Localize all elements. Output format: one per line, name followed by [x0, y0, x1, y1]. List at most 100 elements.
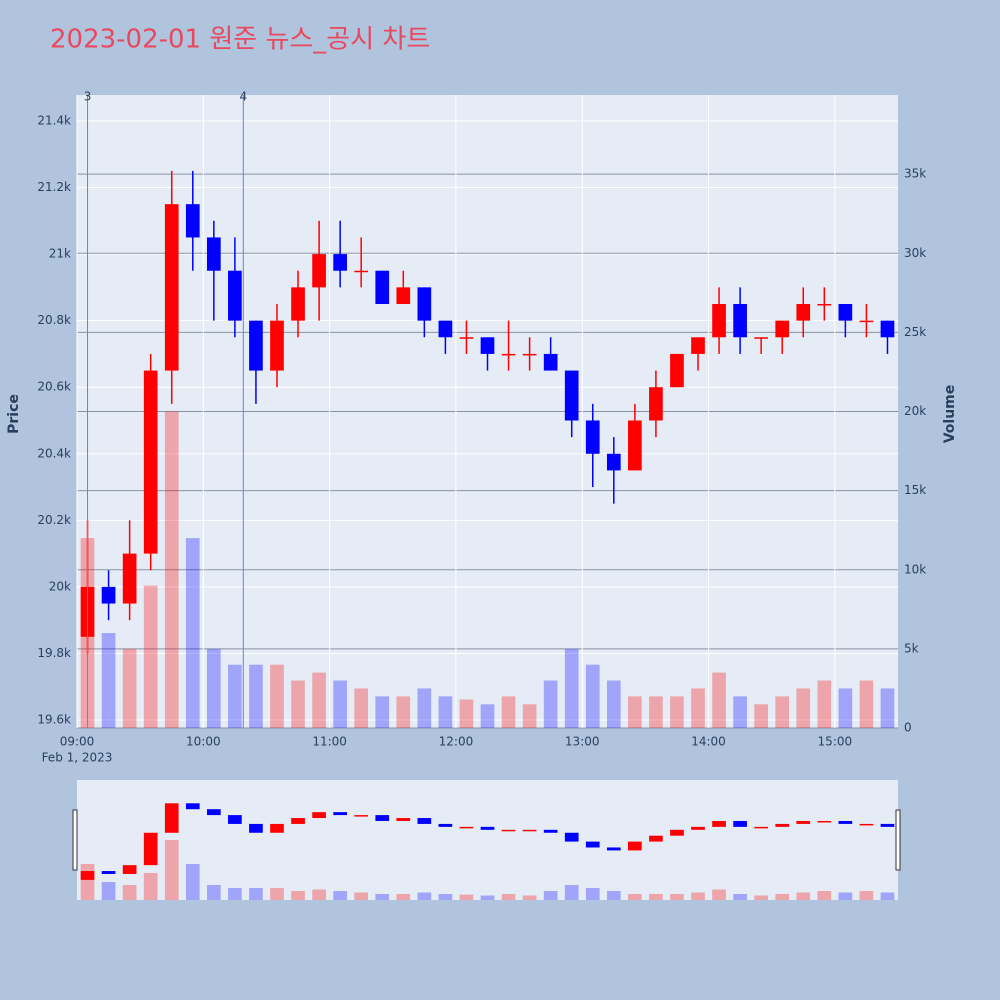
y2-tick-label: 35k: [904, 167, 926, 181]
volume-bar: [880, 688, 895, 728]
slider-candle: [417, 818, 432, 824]
volume-bar: [354, 688, 369, 728]
y-tick-label: 20.4k: [37, 446, 71, 460]
slider-volume-bar: [333, 891, 347, 900]
slider-volume-bar: [691, 892, 705, 900]
slider-candle: [880, 823, 895, 827]
volume-bar: [522, 704, 537, 728]
event-label: 4: [239, 90, 247, 104]
slider-volume-bar: [606, 891, 621, 900]
slider-candle: [585, 841, 600, 848]
candle-body: [628, 420, 642, 471]
y-tick-label: 19.6k: [37, 713, 71, 727]
slider-candle: [817, 820, 832, 823]
slider-volume-bar: [859, 891, 874, 900]
slider-candle: [164, 803, 179, 833]
volume-bar: [122, 648, 137, 728]
volume-bar: [396, 696, 411, 728]
slider-volume-bar: [480, 895, 495, 900]
candle-body: [417, 287, 432, 321]
slider-volume-bar: [164, 840, 179, 900]
volume-bar: [143, 585, 158, 728]
candle-body: [270, 320, 284, 371]
slider-volume-bar: [249, 888, 263, 900]
volume-bar: [712, 672, 726, 728]
slider-volume-bar: [733, 894, 747, 900]
candle-body: [459, 337, 474, 339]
slider-volume-bar: [417, 892, 432, 900]
slider-candle: [628, 841, 642, 851]
volume-bar: [480, 704, 495, 728]
slider-volume-bar: [543, 891, 558, 900]
volume-bar: [501, 696, 516, 728]
slider-volume-bar: [206, 885, 221, 900]
slider-volume-bar: [670, 894, 684, 900]
slider-volume-bar: [80, 864, 95, 900]
candle-body: [291, 287, 305, 321]
slider-volume-bar: [754, 895, 769, 900]
slider-volume-bar: [185, 864, 200, 900]
candle-body: [312, 254, 326, 288]
y2-tick-label: 20k: [904, 404, 926, 418]
candle-body: [775, 320, 790, 338]
slider-candle: [480, 826, 495, 830]
slider-candle: [206, 809, 221, 816]
volume-bar: [628, 696, 642, 728]
candle-body: [670, 353, 684, 388]
candle-body: [712, 304, 726, 338]
slider-candle: [796, 820, 811, 824]
slider-candle: [80, 871, 95, 880]
slider-volume-bar: [817, 891, 832, 900]
slider-candle: [712, 820, 726, 827]
candle-body: [838, 304, 853, 321]
slider-volume-bar: [122, 885, 137, 900]
x-tick-label: 12:00: [439, 735, 474, 749]
x-tick-label: 10:00: [186, 735, 221, 749]
slider-candle: [522, 829, 537, 832]
slider-handle[interactable]: [72, 809, 78, 871]
candle-body: [185, 204, 200, 238]
range-slider[interactable]: [77, 780, 898, 900]
y-tick-label: 21k: [49, 247, 71, 261]
slider-candle: [691, 826, 705, 830]
candle-body: [501, 353, 516, 356]
candle-body: [585, 420, 600, 454]
y-tick-label: 19.8k: [37, 646, 71, 660]
slider-volume-bar: [375, 894, 390, 900]
y-tick-label: 21.4k: [37, 113, 71, 127]
slider-candle: [754, 826, 769, 829]
slider-candle: [564, 832, 579, 842]
volume-bar: [775, 696, 790, 728]
slider-volume-bar: [354, 892, 369, 900]
candle-body: [796, 304, 811, 321]
candle-body: [859, 320, 874, 323]
volume-bar: [606, 680, 621, 728]
candle-body: [543, 353, 558, 371]
volume-bar: [312, 672, 326, 728]
y-tick-label: 20.8k: [37, 313, 71, 327]
candle-body: [333, 254, 347, 271]
slider-volume-bar: [396, 894, 411, 900]
chart-title: 2023-02-01 원준 뉴스_공시 차트: [50, 25, 430, 55]
volume-bar: [333, 680, 347, 728]
candle-body: [101, 586, 116, 604]
x-tick-label: 09:00: [60, 735, 95, 749]
slider-candle: [228, 815, 242, 824]
candle-body: [733, 304, 747, 338]
slider-candle: [291, 818, 305, 824]
y2-tick-label: 0: [904, 721, 912, 735]
x-tick-label: 14:00: [691, 735, 726, 749]
volume-bar: [228, 664, 242, 728]
candle-body: [206, 237, 221, 271]
volume-bar: [691, 688, 705, 728]
y2-tick-label: 5k: [904, 641, 919, 655]
slider-volume-bar: [291, 891, 305, 900]
slider-handle[interactable]: [895, 809, 901, 871]
slider-candle: [143, 832, 158, 866]
volume-bar: [859, 680, 874, 728]
volume-bar: [270, 664, 284, 728]
volume-bar: [185, 538, 200, 728]
volume-bar: [438, 696, 453, 728]
slider-candle: [775, 823, 790, 827]
